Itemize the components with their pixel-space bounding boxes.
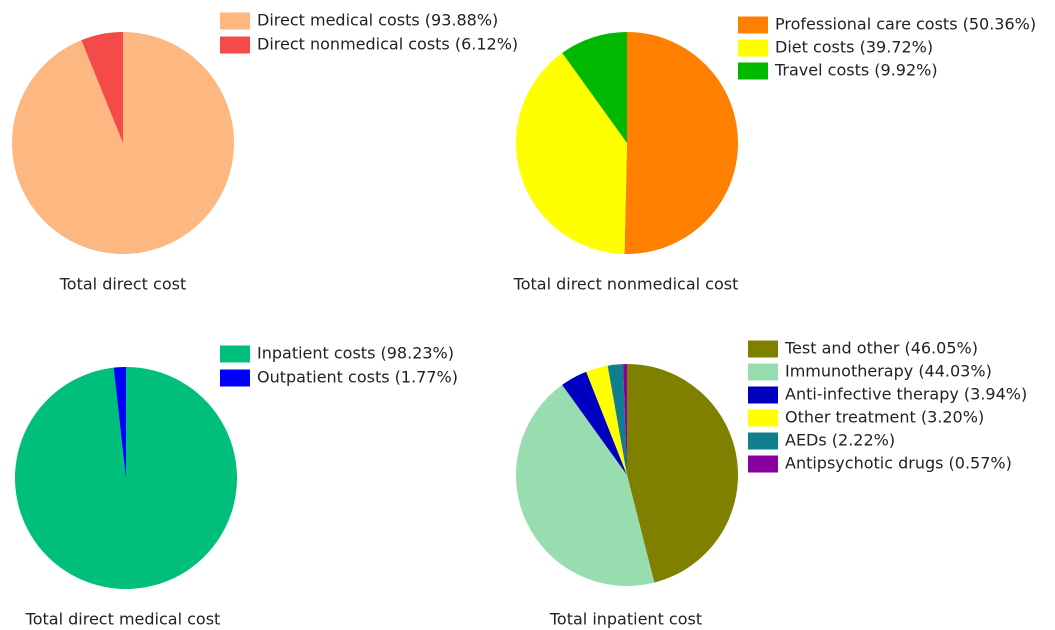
legend-label: Direct nonmedical costs (6.12%)	[257, 35, 518, 54]
legend-swatch	[220, 36, 250, 54]
legend-swatch	[748, 432, 778, 450]
pie-slice	[562, 371, 627, 475]
legend-swatch	[220, 345, 250, 363]
pie-slice	[81, 32, 123, 143]
legend-swatch	[738, 16, 768, 34]
legend-swatch	[748, 363, 778, 381]
legend-swatch	[220, 369, 250, 387]
legend-label: Test and other (46.05%)	[784, 339, 978, 358]
legend-label: Antipsychotic drugs (0.57%)	[785, 454, 1012, 473]
legend-swatch	[748, 455, 778, 473]
legend-label: Inpatient costs (98.23%)	[257, 344, 454, 363]
pie-slice	[607, 364, 627, 475]
pie-slice	[113, 367, 126, 478]
chart-title: Total direct nonmedical cost	[513, 275, 739, 294]
legend-swatch	[748, 340, 778, 358]
legend-label: Direct medical costs (93.88%)	[257, 11, 498, 30]
pie-slice	[516, 52, 627, 254]
chart-title: Total direct cost	[59, 275, 186, 294]
chart-title: Total direct medical cost	[25, 610, 221, 629]
pie-slice	[14, 367, 237, 589]
legend-label: Anti-infective therapy (3.94%)	[785, 385, 1027, 404]
legend-label: AEDs (2.22%)	[785, 431, 895, 450]
legend-swatch	[748, 409, 778, 427]
pie-slice	[11, 32, 235, 254]
legend-swatch	[748, 386, 778, 404]
legend-swatch	[738, 62, 768, 80]
legend-swatch	[738, 39, 768, 57]
legend-label: Outpatient costs (1.77%)	[257, 368, 458, 387]
legend-label: Immunotherapy (44.03%)	[785, 362, 992, 381]
legend-label: Professional care costs (50.36%)	[775, 15, 1036, 34]
legend-label: Other treatment (3.20%)	[785, 408, 984, 427]
legend-label: Travel costs (9.92%)	[774, 61, 938, 80]
legend-swatch	[220, 12, 250, 30]
pie-slice	[627, 364, 738, 583]
pie-slice	[624, 32, 738, 254]
pie-slice	[623, 364, 627, 475]
chart-title: Total inpatient cost	[549, 610, 702, 629]
pie-slice	[516, 384, 655, 586]
legend-label: Diet costs (39.72%)	[775, 38, 933, 57]
pie-slice	[586, 365, 627, 475]
pie-slice	[562, 31, 627, 143]
